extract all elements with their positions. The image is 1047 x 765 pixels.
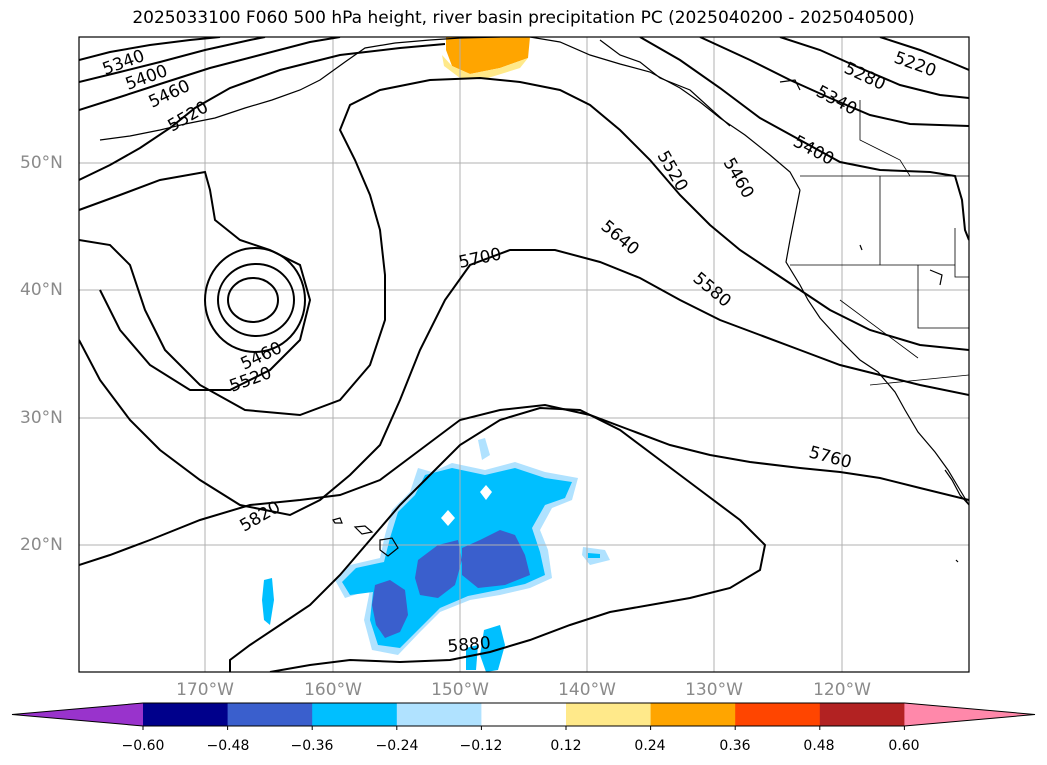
contour-5760 xyxy=(79,403,969,566)
colorbar-tick-label: 0.48 xyxy=(803,738,835,754)
orange-anomaly xyxy=(446,37,530,74)
colorbar-segment xyxy=(819,703,905,726)
colorbar-extend-high xyxy=(904,703,1035,726)
colorbar-tick-label: −0.60 xyxy=(121,738,165,754)
contour-label: 5220 xyxy=(891,48,938,82)
colorbar xyxy=(11,702,1036,730)
contour-5220-east xyxy=(879,37,969,71)
colorbar-tick-label: 0.24 xyxy=(634,738,666,754)
contour-5340-east xyxy=(699,37,969,127)
colorbar-segment xyxy=(227,703,313,726)
lon-label: 170°W xyxy=(176,680,234,700)
blue-small-5 xyxy=(588,553,600,558)
colorbar-segment xyxy=(566,703,652,726)
colorbar-tick-label: −0.48 xyxy=(206,738,250,754)
lon-label: 120°W xyxy=(813,680,871,700)
contour-5340-west xyxy=(79,37,221,61)
map-frame xyxy=(78,36,970,673)
lon-label: 160°W xyxy=(304,680,362,700)
colorbar-segment xyxy=(312,703,398,726)
blue-small-6 xyxy=(478,438,490,460)
contour-5460-west xyxy=(79,37,341,111)
contour-label: 5880 xyxy=(447,633,492,657)
colorbar-extend-low xyxy=(12,703,143,726)
lat-label: 40°N xyxy=(20,280,63,300)
orange-anomaly-edge xyxy=(442,55,528,78)
contour-label: 5460 xyxy=(719,155,758,202)
blue-small-2 xyxy=(466,645,478,670)
blue-small-3 xyxy=(262,578,274,625)
lat-label: 20°N xyxy=(20,535,63,555)
precip-shading xyxy=(262,37,610,672)
contour-label: 5340 xyxy=(813,82,861,120)
blue-small-1 xyxy=(480,625,505,672)
contour-5580-west xyxy=(79,170,312,391)
contour-5820 xyxy=(229,406,767,672)
political-borders xyxy=(790,100,969,386)
map-title: 2025033100 F060 500 hPa height, river ba… xyxy=(132,8,915,28)
contour-low-center xyxy=(227,277,280,323)
contour-5700 xyxy=(79,249,969,517)
colorbar-tick-label: 0.12 xyxy=(550,738,582,754)
white-hole-2 xyxy=(480,485,492,500)
coastlines xyxy=(99,37,969,563)
lon-label: 130°W xyxy=(685,680,743,700)
colorbar-tick-label: −0.24 xyxy=(375,738,419,754)
lat-label: 30°N xyxy=(20,408,63,428)
contour-label: 5640 xyxy=(597,217,643,260)
contour-5640-loop xyxy=(79,76,969,417)
height-contours xyxy=(79,37,969,672)
contour-label: 5400 xyxy=(790,132,838,170)
lon-label: 140°W xyxy=(558,680,616,700)
colorbar-segment xyxy=(481,703,567,726)
contour-label: 5280 xyxy=(841,58,889,94)
colorbar-tick-label: 0.60 xyxy=(888,738,920,754)
contour-low-ring1 xyxy=(217,263,296,337)
colorbar-segment xyxy=(143,703,229,726)
contour-5400-east xyxy=(639,37,969,241)
lon-label: 150°W xyxy=(431,680,489,700)
contour-5280-east xyxy=(779,37,969,99)
colorbar-tick-label: −0.36 xyxy=(290,738,334,754)
colorbar-tick-label: 0.36 xyxy=(719,738,751,754)
colorbar-segment xyxy=(396,703,482,726)
lat-label: 50°N xyxy=(20,153,63,173)
blue-strong-2 xyxy=(415,540,462,598)
contour-low-ring2 xyxy=(204,247,307,353)
white-hole-1 xyxy=(441,510,455,526)
contour-label: 5700 xyxy=(457,244,503,273)
colorbar-tick-label: −0.12 xyxy=(459,738,503,754)
contour-5520-west xyxy=(79,43,446,181)
blue-strong-1 xyxy=(372,580,408,638)
colorbar-segment xyxy=(735,703,821,726)
map-panel: 5340 5400 5460 5520 5220 5280 5340 5400 … xyxy=(79,37,969,672)
graticule xyxy=(79,37,969,672)
colorbar-segment xyxy=(650,703,736,726)
contour-5400-west xyxy=(79,37,266,83)
